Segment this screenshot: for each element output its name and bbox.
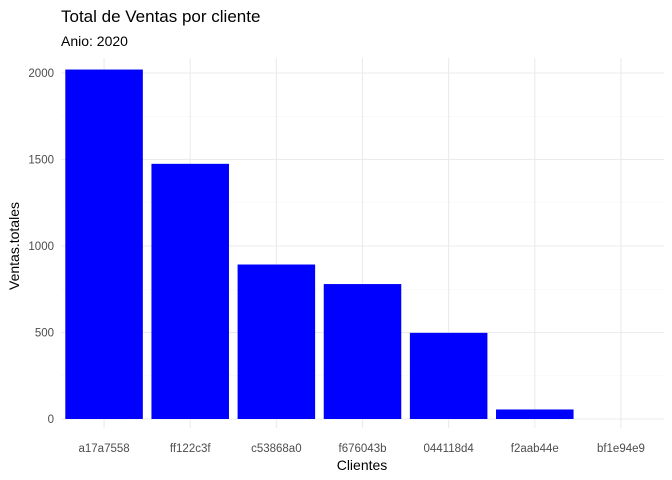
y-axis-title: Ventas.totales <box>6 202 22 290</box>
x-tick-label: f676043b <box>339 443 387 455</box>
x-axis-ticks: a17a7558 ff122c3f c53868a0 f676043b 044118d4… <box>78 443 644 455</box>
bar-c53868a0 <box>237 264 316 419</box>
bar-ff122c3f <box>151 163 229 419</box>
x-axis-title: Clientes <box>337 457 388 473</box>
x-tick-label: c53868a0 <box>251 443 302 455</box>
y-axis-ticks: 0 500 1000 1500 2000 <box>28 68 54 426</box>
y-tick-label: 2000 <box>28 68 54 80</box>
y-tick-label: 0 <box>48 414 54 426</box>
x-tick-label: 044118d4 <box>423 443 474 455</box>
y-tick-label: 1000 <box>28 241 54 253</box>
y-tick-label: 1500 <box>28 155 54 167</box>
bar-044118d4 <box>409 332 488 419</box>
chart-subtitle: Anio: 2020 <box>61 33 128 49</box>
x-tick-label: bf1e94e9 <box>597 443 645 455</box>
x-tick-label: a17a7558 <box>78 443 129 455</box>
y-tick-label: 500 <box>35 328 54 340</box>
x-tick-label: f2aab44e <box>511 443 559 455</box>
bar-f2aab44e <box>496 409 574 419</box>
bar-a17a7558 <box>65 69 143 419</box>
chart-title: Total de Ventas por cliente <box>61 7 261 26</box>
bars <box>65 69 574 419</box>
x-tick-label: ff122c3f <box>170 443 212 455</box>
bar-f676043b <box>323 284 402 419</box>
